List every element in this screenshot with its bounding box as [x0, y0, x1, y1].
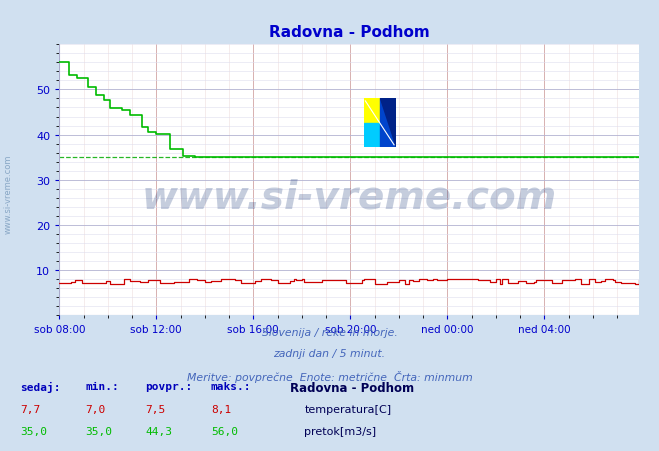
Text: 35,0: 35,0: [20, 426, 47, 436]
Text: sedaj:: sedaj:: [20, 381, 60, 392]
Text: www.si-vreme.com: www.si-vreme.com: [3, 154, 13, 234]
Text: maks.:: maks.:: [211, 381, 251, 391]
Text: Radovna - Podhom: Radovna - Podhom: [290, 381, 414, 394]
Title: Radovna - Podhom: Radovna - Podhom: [269, 25, 430, 40]
Text: pretok[m3/s]: pretok[m3/s]: [304, 426, 376, 436]
Text: povpr.:: povpr.:: [145, 381, 192, 391]
Text: 56,0: 56,0: [211, 426, 238, 436]
Text: 7,7: 7,7: [20, 404, 40, 414]
Text: www.si-vreme.com: www.si-vreme.com: [142, 178, 557, 216]
Text: 8,1: 8,1: [211, 404, 231, 414]
Text: Slovenija / reke in morje.: Slovenija / reke in morje.: [262, 327, 397, 337]
Text: 35,0: 35,0: [86, 426, 113, 436]
Text: temperatura[C]: temperatura[C]: [304, 404, 391, 414]
Text: Meritve: povprečne  Enote: metrične  Črta: minmum: Meritve: povprečne Enote: metrične Črta:…: [186, 370, 473, 382]
Text: 44,3: 44,3: [145, 426, 172, 436]
Text: 7,5: 7,5: [145, 404, 165, 414]
Text: zadnji dan / 5 minut.: zadnji dan / 5 minut.: [273, 349, 386, 359]
Text: min.:: min.:: [86, 381, 119, 391]
Text: 7,0: 7,0: [86, 404, 106, 414]
